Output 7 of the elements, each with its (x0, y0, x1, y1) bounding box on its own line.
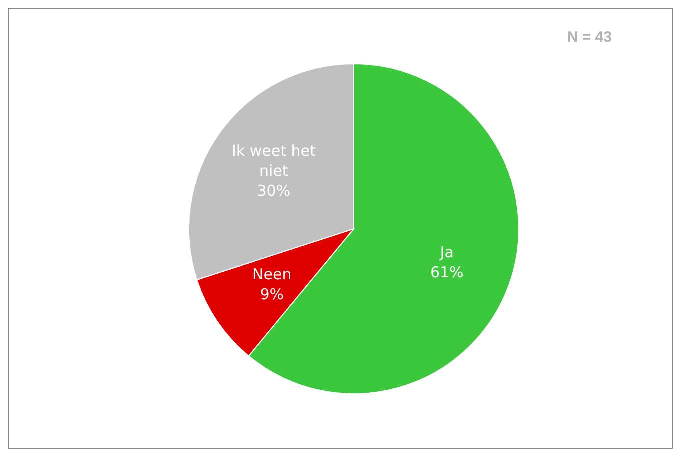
slice-label: Ja (439, 244, 454, 262)
data-label: 30% (257, 182, 291, 200)
data-label: 61% (430, 264, 464, 282)
slice-label: Neen (252, 266, 292, 284)
text: N = 43 (567, 29, 612, 46)
slice-label: Ik weet het niet (232, 142, 316, 180)
data-label: 9% (260, 286, 284, 304)
